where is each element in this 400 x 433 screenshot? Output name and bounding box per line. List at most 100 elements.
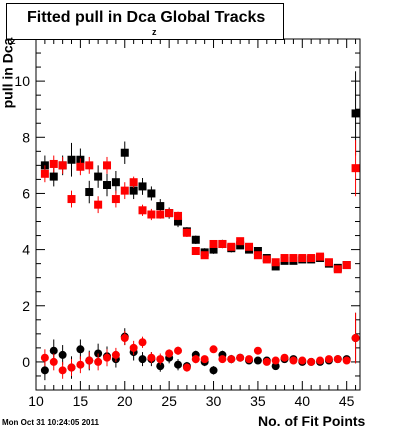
data-point-circle <box>298 356 307 365</box>
data-point-square <box>236 237 245 246</box>
data-point-circle <box>271 362 280 371</box>
y-tick-label: 4 <box>22 242 30 258</box>
x-tick-label: 45 <box>339 393 355 409</box>
data-point-square <box>280 254 289 263</box>
data-point-circle <box>85 356 94 365</box>
data-point-circle <box>218 355 227 364</box>
data-point-square <box>40 169 49 178</box>
data-point-square <box>94 200 103 209</box>
data-point-circle <box>120 334 129 343</box>
data-point-circle <box>227 355 236 364</box>
data-point-square <box>351 109 360 118</box>
y-axis-label: pull in Dca <box>0 37 16 109</box>
data-point-square <box>111 178 120 187</box>
series-layer <box>40 71 360 381</box>
data-point-circle <box>49 357 58 366</box>
y-tick-label: 6 <box>22 185 30 201</box>
data-point-circle <box>156 362 165 371</box>
data-point-circle <box>262 357 271 366</box>
data-point-circle <box>103 353 112 362</box>
data-point-square <box>103 161 112 170</box>
data-point-square <box>209 239 218 248</box>
data-point-circle <box>253 346 262 355</box>
data-point-circle <box>165 349 174 358</box>
data-point-square <box>191 247 200 256</box>
data-point-square <box>262 255 271 264</box>
data-point-circle <box>129 343 138 352</box>
data-point-square <box>253 247 262 256</box>
data-point-circle <box>138 338 147 347</box>
x-tick-label: 20 <box>117 393 133 409</box>
data-point-square <box>218 239 227 248</box>
data-point-square <box>165 209 174 218</box>
data-point-square <box>271 258 280 267</box>
y-tick-label: 10 <box>14 73 30 89</box>
data-point-circle <box>253 356 262 365</box>
data-point-square <box>316 252 325 261</box>
data-point-square <box>227 242 236 251</box>
data-point-square <box>200 251 209 260</box>
data-point-square <box>147 210 156 219</box>
series-2 <box>40 312 360 381</box>
data-point-circle <box>333 355 342 364</box>
series-0 <box>40 71 360 272</box>
x-tick-label: 30 <box>206 393 222 409</box>
data-point-square <box>58 161 67 170</box>
data-point-circle <box>289 356 298 365</box>
data-point-square <box>147 189 156 198</box>
series-1 <box>40 140 360 274</box>
data-point-square <box>236 241 245 250</box>
plot-frame <box>35 38 361 391</box>
y-axis-label-subscript: z <box>11 36 16 46</box>
data-point-square <box>289 254 298 263</box>
y-tick-label: 0 <box>22 354 30 370</box>
data-point-square <box>209 245 218 254</box>
data-point-circle <box>40 353 49 362</box>
x-tick-label: 15 <box>73 393 89 409</box>
data-point-circle <box>156 355 165 364</box>
data-point-circle <box>236 353 245 362</box>
tick-labels: 10 15 20 25 30 35 40 45 0 2 4 6 8 10 <box>14 73 354 409</box>
data-point-square <box>307 254 316 263</box>
data-point-circle <box>174 346 183 355</box>
data-point-circle <box>245 355 254 364</box>
x-tick-label: 35 <box>250 393 266 409</box>
data-point-square <box>253 251 262 260</box>
data-point-circle <box>316 356 325 365</box>
data-point-square <box>103 181 112 190</box>
data-point-square <box>120 186 129 195</box>
data-point-circle <box>342 356 351 365</box>
data-point-circle <box>76 360 85 369</box>
data-point-square <box>129 178 138 187</box>
data-point-circle <box>209 345 218 354</box>
data-point-square <box>174 211 183 220</box>
axis-ticks <box>35 38 360 391</box>
data-point-square <box>245 242 254 251</box>
y-tick-label: 2 <box>22 298 30 314</box>
data-point-square <box>49 172 58 181</box>
y-tick-label: 8 <box>22 129 30 145</box>
data-point-circle <box>138 355 147 364</box>
timestamp: Mon Oct 31 10:24:05 2011 <box>2 418 99 427</box>
data-point-square <box>351 164 360 173</box>
data-point-square <box>49 159 58 168</box>
data-point-circle <box>49 346 58 355</box>
data-point-square <box>67 155 76 164</box>
x-tick-label: 40 <box>295 393 311 409</box>
chart-title-subscript: z <box>152 27 157 37</box>
data-point-square <box>182 228 191 237</box>
data-point-square <box>129 186 138 195</box>
data-point-square <box>94 172 103 181</box>
x-tick-label: 25 <box>161 393 177 409</box>
data-point-circle <box>324 355 333 364</box>
data-point-square <box>298 254 307 263</box>
data-point-circle <box>58 366 67 375</box>
data-point-circle <box>147 353 156 362</box>
data-point-circle <box>40 366 49 375</box>
data-point-circle <box>200 355 209 364</box>
data-point-circle <box>182 363 191 372</box>
x-axis-label: No. of Fit Points <box>258 413 366 429</box>
data-point-square <box>174 217 183 226</box>
data-point-square <box>138 182 147 191</box>
data-point-circle <box>209 366 218 375</box>
